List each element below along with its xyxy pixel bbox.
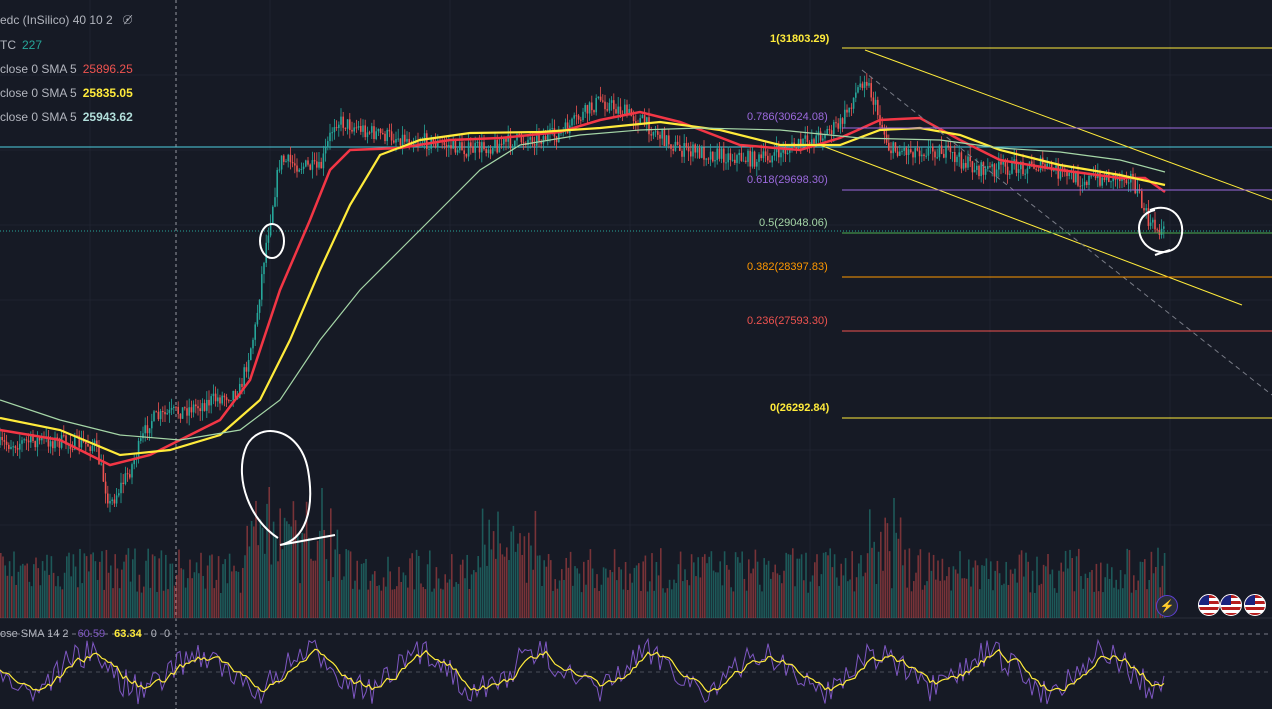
indicator-header: edc (InSilico) 40 10 2 ☉̸: [0, 13, 133, 27]
legend-row-sma-teal: close 0 SMA 5 25943.62: [0, 110, 133, 124]
fib-label-0786: 0.786(30624.08): [747, 111, 828, 123]
hand-drawn-annotations: [240, 206, 1184, 546]
fib-label-05: 0.5(29048.06): [759, 217, 828, 229]
legend-row-sma-red: close 0 SMA 5 25896.25: [0, 62, 133, 76]
moving-averages: [0, 110, 1166, 467]
us-flag-icon[interactable]: [1198, 594, 1220, 616]
eye-off-icon[interactable]: ☉̸: [122, 13, 133, 27]
fib-label-0236: 0.236(27593.30): [747, 315, 828, 327]
fib-label-0618: 0.618(29698.30): [747, 174, 828, 186]
fib-label-1: 1(31803.29): [770, 33, 830, 45]
volume-bars: [0, 486, 1166, 618]
fib-retracement: [842, 47, 1272, 419]
legend-row-sma-yellow: close 0 SMA 5 25835.05: [0, 86, 133, 100]
rsi-legend: ose SMA 14 2 60.59 63.34 0 0: [0, 628, 171, 640]
rsi-pane: [0, 633, 1272, 705]
legend-row-volume: TC 227: [0, 38, 43, 52]
fib-label-0382: 0.382(28397.83): [747, 261, 828, 273]
us-flag-icon[interactable]: [1244, 594, 1266, 616]
lightning-icon[interactable]: ⚡: [1156, 595, 1178, 617]
us-flag-icon[interactable]: [1220, 594, 1242, 616]
trend-channel: [819, 49, 1272, 396]
fib-label-0: 0(26292.84): [770, 402, 830, 414]
indicator-title: edc (InSilico) 40 10 2: [0, 13, 113, 27]
